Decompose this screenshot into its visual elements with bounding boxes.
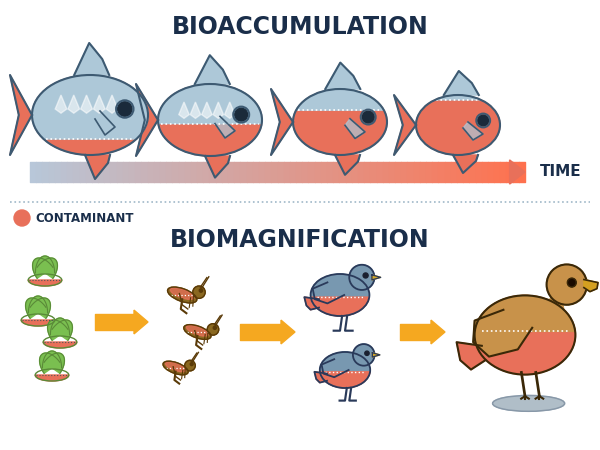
Polygon shape — [68, 95, 80, 113]
Polygon shape — [35, 375, 69, 381]
Polygon shape — [43, 351, 62, 368]
Circle shape — [568, 279, 576, 287]
Circle shape — [478, 115, 488, 126]
Circle shape — [14, 210, 30, 226]
Circle shape — [349, 265, 374, 290]
Ellipse shape — [311, 274, 370, 316]
Circle shape — [118, 102, 132, 116]
Ellipse shape — [184, 324, 211, 339]
Polygon shape — [345, 119, 365, 139]
Text: CONTAMINANT: CONTAMINANT — [35, 212, 133, 225]
Polygon shape — [453, 155, 478, 173]
Text: TIME: TIME — [540, 165, 581, 180]
Ellipse shape — [32, 75, 148, 155]
Ellipse shape — [187, 325, 208, 336]
Polygon shape — [213, 102, 224, 118]
Polygon shape — [94, 95, 105, 113]
Polygon shape — [28, 296, 47, 313]
Polygon shape — [509, 160, 525, 184]
Polygon shape — [296, 89, 384, 110]
Circle shape — [190, 363, 193, 365]
Circle shape — [185, 360, 195, 371]
Polygon shape — [475, 295, 575, 331]
Ellipse shape — [166, 362, 186, 372]
Polygon shape — [134, 310, 148, 334]
Circle shape — [362, 111, 374, 123]
Polygon shape — [136, 84, 158, 156]
Polygon shape — [21, 320, 55, 326]
Polygon shape — [304, 297, 319, 310]
Polygon shape — [10, 75, 32, 155]
Polygon shape — [74, 43, 109, 75]
Text: BIOMAGNIFICATION: BIOMAGNIFICATION — [170, 228, 430, 252]
Polygon shape — [28, 280, 62, 286]
Polygon shape — [30, 298, 50, 318]
Polygon shape — [215, 117, 235, 138]
Ellipse shape — [475, 295, 575, 374]
Polygon shape — [224, 102, 235, 118]
Polygon shape — [35, 256, 55, 273]
Circle shape — [207, 324, 219, 335]
Polygon shape — [320, 372, 370, 388]
Polygon shape — [313, 283, 344, 303]
Polygon shape — [32, 258, 53, 278]
Polygon shape — [179, 102, 189, 118]
Polygon shape — [473, 310, 532, 356]
Circle shape — [365, 351, 369, 356]
Polygon shape — [55, 95, 67, 113]
Polygon shape — [95, 111, 115, 135]
Polygon shape — [325, 63, 360, 89]
Ellipse shape — [416, 95, 500, 155]
Polygon shape — [190, 102, 200, 118]
Polygon shape — [195, 55, 230, 84]
Polygon shape — [431, 320, 445, 344]
Polygon shape — [322, 359, 349, 377]
Polygon shape — [47, 320, 68, 340]
Ellipse shape — [163, 361, 188, 375]
Circle shape — [199, 289, 203, 292]
Polygon shape — [50, 318, 70, 335]
Polygon shape — [37, 258, 58, 278]
Polygon shape — [32, 75, 148, 139]
Polygon shape — [372, 275, 381, 280]
Ellipse shape — [320, 352, 370, 388]
Ellipse shape — [170, 288, 194, 299]
Polygon shape — [205, 156, 230, 178]
Circle shape — [235, 108, 248, 121]
Circle shape — [353, 344, 374, 366]
Polygon shape — [314, 372, 327, 382]
Polygon shape — [373, 353, 380, 357]
Polygon shape — [539, 295, 565, 320]
Polygon shape — [335, 155, 360, 175]
Polygon shape — [43, 342, 77, 348]
Polygon shape — [463, 122, 483, 140]
Polygon shape — [158, 84, 262, 124]
Polygon shape — [81, 95, 92, 113]
Polygon shape — [311, 297, 369, 316]
Polygon shape — [435, 95, 481, 100]
Polygon shape — [85, 155, 110, 179]
Polygon shape — [40, 353, 60, 374]
Polygon shape — [281, 320, 295, 344]
Polygon shape — [26, 298, 46, 318]
Circle shape — [213, 326, 217, 329]
Polygon shape — [584, 279, 598, 292]
Polygon shape — [394, 95, 416, 155]
Circle shape — [363, 273, 368, 278]
Ellipse shape — [167, 287, 197, 303]
Polygon shape — [52, 320, 73, 340]
Ellipse shape — [493, 396, 565, 411]
Text: BIOACCUMULATION: BIOACCUMULATION — [172, 15, 428, 39]
Polygon shape — [106, 95, 118, 113]
Polygon shape — [202, 102, 212, 118]
Circle shape — [547, 265, 587, 305]
Polygon shape — [444, 71, 479, 95]
Ellipse shape — [293, 89, 387, 155]
Polygon shape — [44, 353, 64, 374]
Ellipse shape — [158, 84, 262, 156]
Polygon shape — [457, 342, 485, 369]
Circle shape — [193, 286, 205, 298]
Polygon shape — [271, 89, 293, 155]
